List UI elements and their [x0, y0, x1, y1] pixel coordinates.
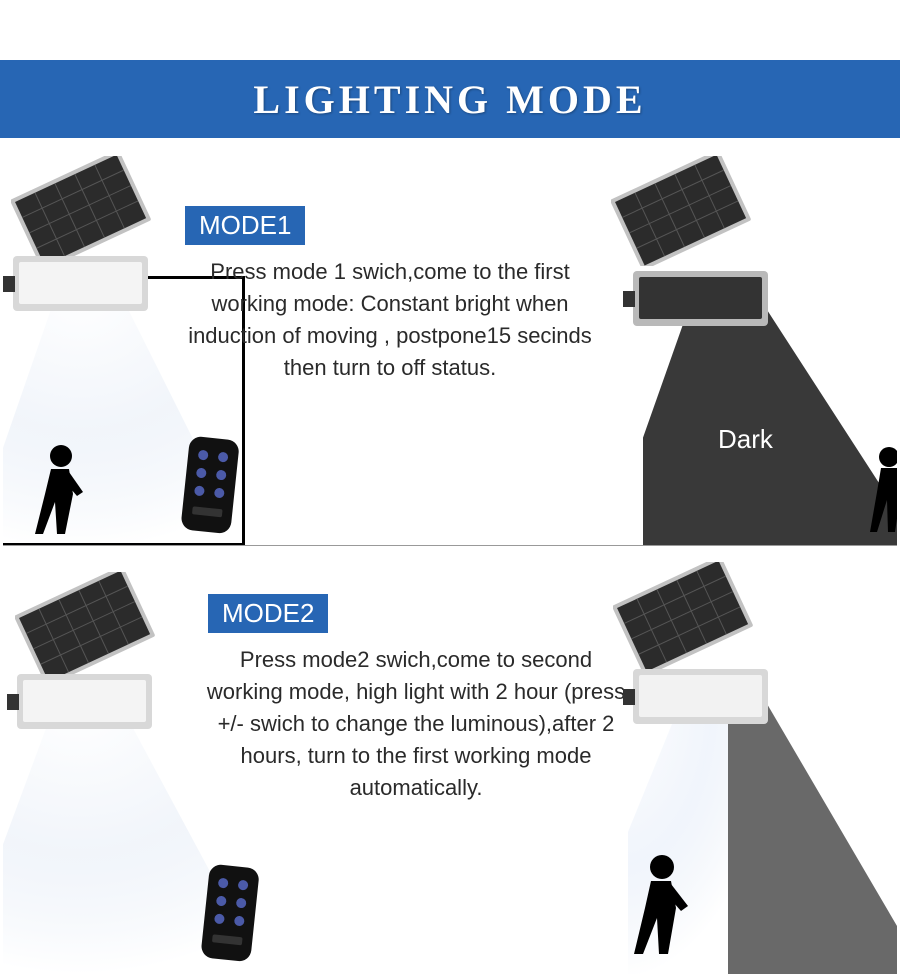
right-solar-panel2-icon [613, 562, 753, 672]
dark-label: Dark [718, 424, 773, 455]
mode2-section: MODE2 Press mode2 swich,come to second w… [3, 554, 897, 974]
remote2-icon [198, 861, 263, 966]
mode2-label: MODE2 [208, 594, 328, 633]
right-lamp-dark-icon [623, 261, 783, 341]
left-lamp2-icon [7, 664, 167, 744]
banner-title: LIGHTING MODE [253, 76, 646, 123]
left-lamp-icon [3, 246, 163, 326]
mode1-section: MODE1 Press mode 1 swich,come to the fir… [3, 146, 897, 546]
right-lamp2-icon [623, 659, 783, 739]
walker-right-icon [861, 446, 897, 536]
remote-icon [178, 433, 243, 538]
mode1-desc: Press mode 1 swich,come to the first wor… [175, 256, 605, 384]
mode2-desc: Press mode2 swich,come to second working… [201, 644, 631, 803]
walker2-icon [618, 854, 690, 959]
walker-left-icon [21, 444, 86, 539]
banner: LIGHTING MODE [0, 60, 900, 138]
right-solar-panel-icon [611, 156, 751, 266]
mode1-label: MODE1 [185, 206, 305, 245]
